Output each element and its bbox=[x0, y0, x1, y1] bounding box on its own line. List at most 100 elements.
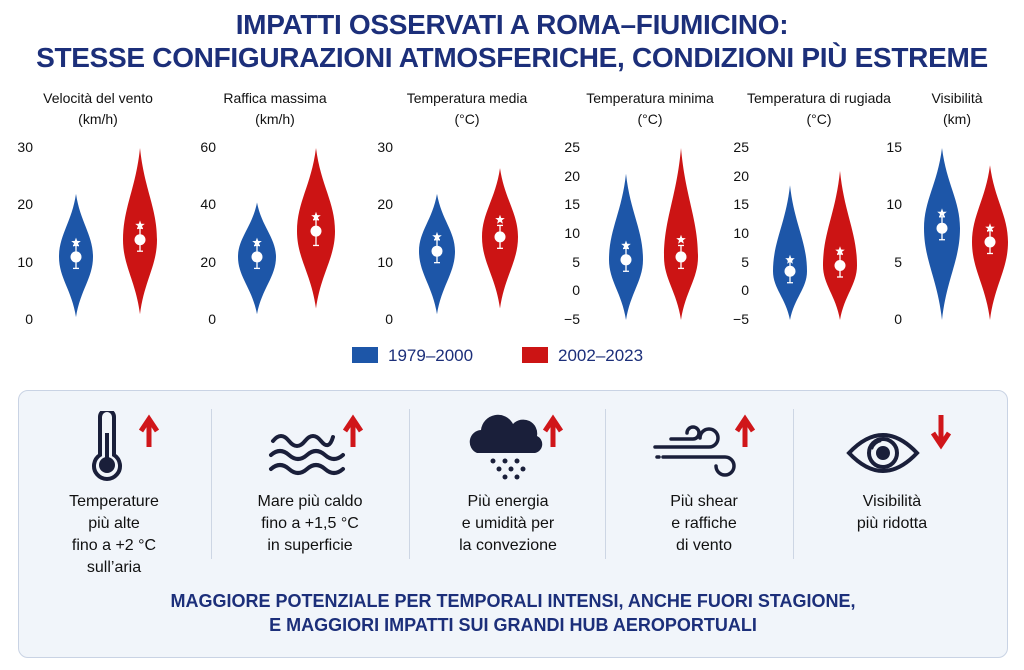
page-title: IMPATTI OSSERVATI A ROMA–FIUMICINO: STES… bbox=[0, 8, 1024, 74]
arrow-up-icon bbox=[542, 414, 563, 447]
median-dot bbox=[675, 251, 687, 263]
y-tick-label: 15 bbox=[564, 196, 580, 213]
caption-line: e umidità per bbox=[461, 515, 555, 532]
y-tick-label: 10 bbox=[17, 253, 33, 270]
legend-swatch-red bbox=[522, 347, 548, 363]
panel-title-line: Visibilità bbox=[931, 90, 983, 106]
panel-unit: (°C) bbox=[637, 111, 663, 127]
caption-line: Più shear bbox=[670, 493, 738, 510]
y-tick-label: 5 bbox=[572, 253, 580, 270]
caption-line: di vento bbox=[675, 537, 733, 554]
caption-line: Mare più caldo bbox=[257, 493, 363, 510]
impact-caption: Temperature più alte fino a +2 °C sull’a… bbox=[19, 491, 209, 579]
panel-unit: (°C) bbox=[454, 111, 480, 127]
impacts-panel: Temperature più alte fino a +2 °C sull’a… bbox=[18, 390, 1008, 658]
title-line-1: IMPATTI OSSERVATI A ROMA–FIUMICINO: bbox=[235, 9, 789, 40]
violin-2002-2023 bbox=[664, 148, 698, 320]
median-dot bbox=[431, 245, 443, 257]
y-tick-label: 5 bbox=[894, 253, 902, 270]
caption-line: fino a +2 °C bbox=[71, 537, 157, 554]
y-tick-label: 15 bbox=[886, 139, 902, 155]
y-tick-label: 20 bbox=[377, 196, 393, 213]
caption-line: più alte bbox=[88, 515, 140, 532]
conclusion-line-1: MAGGIORE POTENZIALE PER TEMPORALI INTENS… bbox=[170, 591, 856, 611]
mean-star bbox=[985, 223, 995, 233]
median-dot bbox=[984, 236, 996, 248]
caption-line: Visibilità bbox=[862, 493, 922, 510]
panel-title-line: Temperatura media bbox=[406, 90, 528, 106]
impact-caption: Mare più caldo fino a +1,5 °C in superfi… bbox=[215, 491, 405, 557]
median-dot bbox=[134, 234, 146, 246]
y-tick-label: 10 bbox=[886, 196, 902, 213]
legend-label: 1979–2000 bbox=[388, 346, 474, 365]
impact-temperature: Temperature più alte fino a +2 °C sull’a… bbox=[19, 409, 209, 576]
eye-icon bbox=[846, 433, 920, 473]
mean-star bbox=[311, 211, 321, 221]
legend-item-1979-2000: 1979–2000 bbox=[352, 346, 473, 366]
mean-star bbox=[252, 237, 262, 247]
panel-title-line: Temperatura minima bbox=[586, 90, 714, 106]
panel-title-line: Raffica massima bbox=[223, 90, 327, 106]
y-tick-label: 20 bbox=[17, 196, 33, 213]
mean-star bbox=[621, 240, 631, 250]
y-tick-label: 30 bbox=[17, 139, 33, 155]
arrow-up-icon bbox=[342, 414, 364, 447]
median-dot bbox=[936, 222, 948, 234]
y-tick-label: 25 bbox=[564, 139, 580, 155]
impact-caption: Più energia e umidità per la convezione bbox=[413, 491, 603, 557]
y-tick-label: −5 bbox=[564, 311, 580, 327]
y-tick-label: 20 bbox=[564, 167, 580, 184]
y-tick-label: 0 bbox=[741, 282, 749, 299]
thermometer-icon bbox=[92, 411, 122, 481]
impact-wind: Più shear e raffiche di vento bbox=[609, 409, 799, 569]
legend-swatch-blue bbox=[352, 347, 378, 363]
panel-title-visibility: Visibilità (km) bbox=[872, 88, 1024, 130]
median-dot bbox=[494, 231, 506, 243]
y-tick-label: 25 bbox=[733, 139, 749, 155]
caption-line: in superficie bbox=[267, 537, 353, 554]
y-tick-label: 0 bbox=[894, 311, 902, 327]
arrow-down-icon bbox=[930, 415, 952, 450]
violin-1979-2000 bbox=[773, 185, 807, 320]
caption-line: sull’aria bbox=[86, 559, 142, 576]
panel-unit: (km/h) bbox=[255, 111, 295, 127]
panel-title-line: Velocità del vento bbox=[43, 90, 153, 106]
arrow-up-icon bbox=[734, 414, 756, 447]
median-dot bbox=[620, 254, 632, 266]
median-dot bbox=[834, 260, 846, 272]
median-dot bbox=[310, 225, 322, 237]
title-line-2: STESSE CONFIGURAZIONI ATMOSFERICHE, COND… bbox=[36, 42, 988, 73]
panel-title-min-temp: Temperatura minima (°C) bbox=[565, 88, 735, 130]
impact-caption: Visibilità più ridotta bbox=[797, 491, 987, 535]
mean-star bbox=[71, 237, 81, 247]
y-tick-label: 60 bbox=[200, 139, 216, 155]
caption-line: fino a +1,5 °C bbox=[261, 515, 359, 532]
mean-star bbox=[835, 246, 845, 256]
caption-line: Più energia bbox=[467, 493, 549, 510]
arrow-up-icon bbox=[138, 414, 160, 447]
y-tick-label: 10 bbox=[733, 225, 749, 241]
wind-icon bbox=[653, 425, 736, 477]
mean-star bbox=[937, 208, 947, 218]
y-tick-label: 15 bbox=[733, 196, 749, 213]
legend-item-2002-2023: 2002–2023 bbox=[522, 346, 643, 366]
divider bbox=[605, 409, 606, 559]
median-dot bbox=[784, 265, 796, 277]
impact-sea: Mare più caldo fino a +1,5 °C in superfi… bbox=[215, 409, 405, 569]
y-tick-label: 10 bbox=[377, 253, 393, 270]
conclusion: MAGGIORE POTENZIALE PER TEMPORALI INTENS… bbox=[19, 589, 1007, 637]
y-tick-label: 0 bbox=[208, 311, 216, 327]
caption-line: Temperature bbox=[69, 493, 159, 510]
median-dot bbox=[70, 251, 82, 263]
waves-icon bbox=[269, 434, 345, 475]
violin-2002-2023 bbox=[823, 170, 857, 320]
impact-caption: Più shear e raffiche di vento bbox=[609, 491, 799, 557]
y-tick-label: 0 bbox=[572, 282, 580, 299]
panel-title-line: Temperatura di rugiada bbox=[747, 90, 891, 106]
median-dot bbox=[251, 251, 263, 263]
legend-label: 2002–2023 bbox=[558, 346, 644, 365]
divider bbox=[409, 409, 410, 559]
y-tick-label: 0 bbox=[385, 311, 393, 327]
y-tick-label: 0 bbox=[25, 311, 33, 327]
divider bbox=[211, 409, 212, 559]
